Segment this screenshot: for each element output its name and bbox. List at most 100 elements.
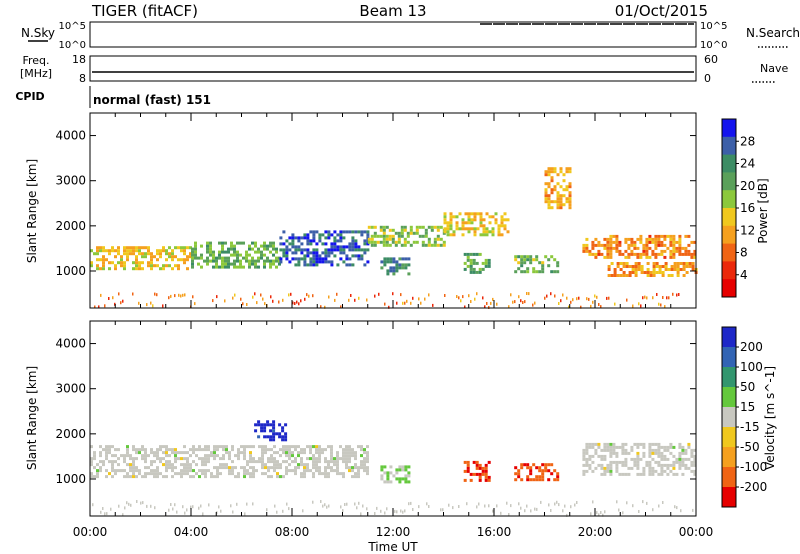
velocity-cell — [156, 451, 159, 455]
power-cell — [430, 228, 434, 232]
power-cell — [123, 261, 126, 265]
power-cell — [669, 240, 673, 244]
velocity-cell — [484, 475, 488, 479]
velocity-cell — [243, 475, 246, 479]
velocity-cell — [654, 469, 658, 473]
velocity-cell — [544, 466, 548, 470]
power-cell — [194, 256, 197, 260]
power-cell — [672, 292, 674, 296]
power-cell — [308, 294, 310, 298]
velocity-cell — [693, 457, 697, 461]
velocity-cell — [270, 466, 273, 470]
power-cell — [294, 263, 298, 267]
velocity-cell — [126, 475, 129, 479]
velocity-cell — [357, 475, 360, 479]
velocity-cell — [475, 463, 479, 467]
velocity-cell — [645, 460, 649, 464]
power-cell — [150, 301, 152, 305]
power-cell — [488, 221, 492, 225]
velocity-cell — [556, 500, 558, 504]
velocity-cell — [556, 475, 560, 479]
velocity-cell — [538, 478, 542, 482]
velocity-cell — [351, 475, 354, 479]
power-cell — [657, 234, 661, 238]
velocity-colorbar-tick-label: -15 — [740, 420, 760, 434]
power-cell — [206, 256, 209, 260]
power-cell — [402, 301, 404, 305]
power-cell — [391, 240, 395, 244]
velocity-cell — [266, 508, 268, 512]
velocity-cell — [342, 451, 345, 455]
power-cell — [655, 265, 659, 268]
velocity-cell — [118, 504, 120, 508]
power-cell — [191, 265, 194, 269]
power-cell — [547, 173, 551, 177]
power-cell — [609, 234, 613, 238]
velocity-cell — [609, 466, 613, 470]
power-cell — [96, 252, 99, 256]
power-cell — [615, 234, 619, 238]
power-cell — [282, 298, 284, 302]
power-cell — [427, 237, 431, 241]
power-cell — [532, 270, 536, 274]
power-cell — [648, 240, 652, 244]
velocity-cell — [186, 508, 188, 512]
power-cell — [503, 224, 507, 228]
power-cell — [646, 296, 648, 300]
power-cell — [472, 270, 476, 274]
velocity-cell — [657, 472, 661, 476]
power-cell — [553, 185, 557, 189]
power-cell — [200, 244, 203, 248]
power-cell — [315, 230, 319, 234]
power-cell — [360, 233, 364, 237]
velocity-cell — [108, 472, 111, 476]
power-cell — [183, 246, 186, 250]
velocity-cell — [96, 469, 99, 473]
power-cell — [370, 243, 374, 247]
velocity-cell — [263, 423, 267, 427]
power-cell — [382, 231, 386, 235]
power-cell — [120, 301, 122, 305]
velocity-cell — [426, 502, 428, 506]
velocity-cell — [648, 463, 652, 467]
power-cell — [658, 271, 662, 274]
power-cell — [517, 255, 521, 259]
power-cell — [637, 268, 641, 271]
power-cell — [625, 262, 629, 265]
power-cell — [150, 252, 153, 256]
velocity-cell — [524, 509, 526, 513]
power-cell — [257, 247, 260, 251]
velocity-cell — [621, 460, 625, 464]
power-cell — [482, 233, 486, 237]
power-cell — [522, 301, 524, 304]
velocity-cell — [363, 466, 366, 470]
velocity-cell — [638, 510, 640, 513]
velocity-cell — [174, 448, 177, 452]
power-cell — [443, 227, 447, 231]
power-cell — [159, 267, 162, 271]
power-cell — [618, 243, 622, 247]
velocity-cell — [690, 451, 694, 455]
power-cell — [455, 215, 459, 219]
velocity-cell — [189, 454, 192, 458]
power-cell — [406, 231, 410, 235]
velocity-cell — [246, 445, 249, 449]
power-cell — [568, 305, 570, 309]
velocity-cell — [675, 457, 679, 461]
power-cell — [397, 234, 401, 238]
power-cell — [556, 182, 560, 186]
velocity-cell — [279, 466, 282, 470]
power-cell — [404, 263, 408, 267]
power-cell — [449, 224, 453, 228]
power-cell — [469, 270, 473, 274]
power-cell — [254, 292, 256, 296]
velocity-cell — [478, 475, 482, 479]
velocity-cell — [624, 463, 628, 467]
velocity-cell — [609, 469, 613, 473]
power-cell — [303, 254, 307, 258]
power-cell — [236, 265, 239, 269]
power-cell — [532, 258, 536, 262]
velocity-cell — [192, 505, 194, 509]
velocity-cell — [360, 454, 363, 458]
velocity-cell — [603, 445, 607, 449]
